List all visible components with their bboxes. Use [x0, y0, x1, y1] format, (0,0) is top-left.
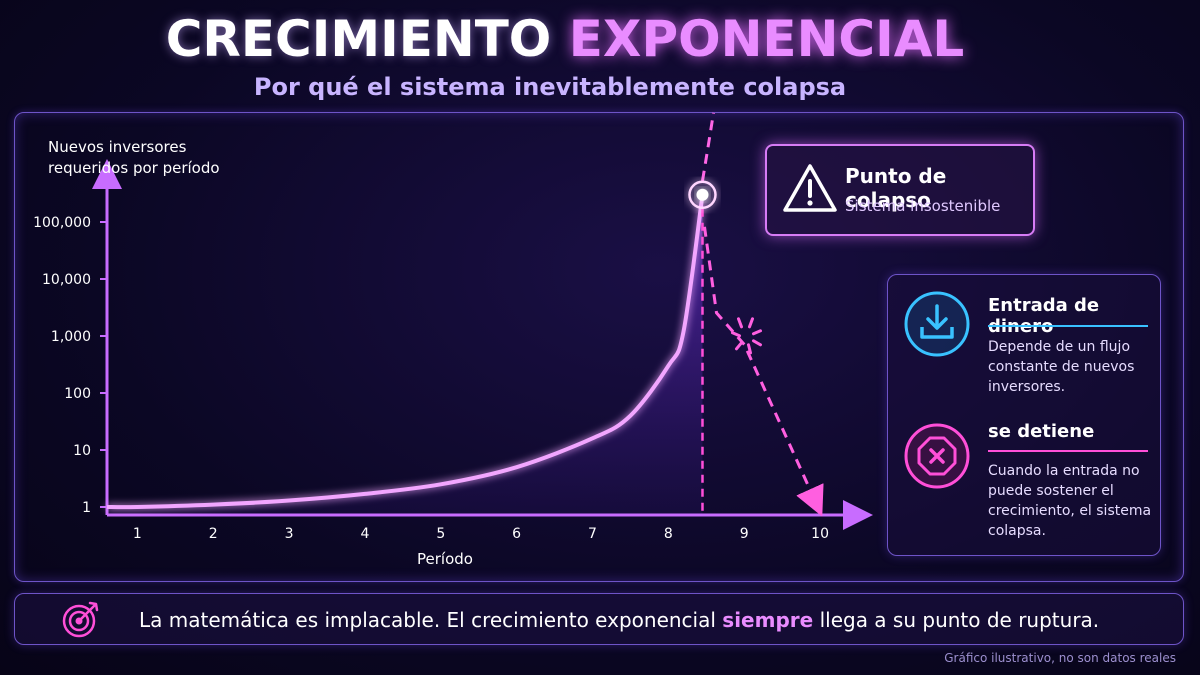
bottom-message-part-1: La matemática es implacable. El crecimie… — [139, 608, 716, 632]
stop-octagon-icon — [904, 423, 970, 489]
y-tick-label: 100,000 — [33, 215, 91, 231]
x-tick-label: 10 — [811, 526, 829, 542]
collapse-point-ring — [688, 180, 717, 210]
download-inbox-icon — [904, 291, 970, 357]
curve-area — [107, 194, 703, 516]
collapse-callout: Punto de colapso Sistema insostenible — [765, 144, 1035, 236]
x-tick-label: 2 — [209, 526, 218, 542]
collapse-fall-arrow — [703, 226, 824, 517]
x-tick-label: 5 — [436, 526, 445, 542]
x-tick-label: 8 — [664, 526, 673, 542]
x-tick-label: 9 — [740, 526, 749, 542]
title-word-2: EXPONENCIAL — [568, 10, 965, 68]
stop-divider — [988, 450, 1148, 452]
y-axis-label: Nuevos inversores requeridos por período — [48, 137, 288, 179]
x-tick-label: 1 — [133, 526, 142, 542]
x-axis-label: Período — [417, 550, 473, 568]
page-title: CRECIMIENTO EXPONENCIAL — [0, 10, 1130, 68]
bottom-message-bar: La matemática es implacable. El crecimie… — [14, 593, 1184, 645]
y-axis-label-line-2: requeridos por período — [48, 159, 220, 177]
y-tick-label: 10 — [73, 443, 91, 459]
bottom-message-highlight: siempre — [722, 608, 814, 632]
page-subtitle: Por qué el sistema inevitablemente colap… — [253, 73, 847, 101]
target-icon — [62, 601, 99, 638]
title-word-1: CRECIMIENTO — [165, 10, 552, 68]
collapse-dashed-continuation — [701, 112, 715, 182]
inflow-heading: Entrada de dinero — [988, 295, 1100, 337]
break-burst-icon — [730, 317, 762, 355]
x-tick-label: 6 — [512, 526, 521, 542]
stop-heading: se detiene — [988, 421, 1095, 442]
footnote: Gráfico ilustrativo, no son datos reales — [944, 651, 1176, 665]
inflow-description: Depende de un flujo constante de nuevos … — [988, 339, 1135, 395]
y-tick-label: 10,000 — [42, 272, 91, 288]
y-tick-label: 1,000 — [51, 329, 91, 345]
callout-title: Punto de colapso — [845, 164, 947, 212]
stop-description: Cuando la entrada no puede sostener el c… — [988, 463, 1152, 539]
x-tick-label: 7 — [588, 526, 597, 542]
bottom-message-part-2: llega a su punto de ruptura. — [819, 608, 1100, 632]
collapse-point-dot — [696, 188, 709, 201]
growth-curve-line — [106, 194, 705, 510]
y-tick-label: 100 — [64, 386, 91, 402]
warning-icon — [783, 164, 837, 212]
inflow-divider — [988, 325, 1148, 327]
callout-subtitle: Sistema insostenible — [845, 197, 1001, 215]
y-tick-label: 1 — [82, 500, 91, 516]
chart-frame — [14, 112, 1184, 582]
x-tick-label: 4 — [360, 526, 369, 542]
y-axis-label-line-1: Nuevos inversores — [48, 138, 187, 156]
x-tick-label: 3 — [285, 526, 294, 542]
explanation-panel: Entrada de dinero Depende de un flujo co… — [887, 274, 1161, 556]
bottom-message: La matemática es implacable. El crecimie… — [139, 608, 1099, 632]
